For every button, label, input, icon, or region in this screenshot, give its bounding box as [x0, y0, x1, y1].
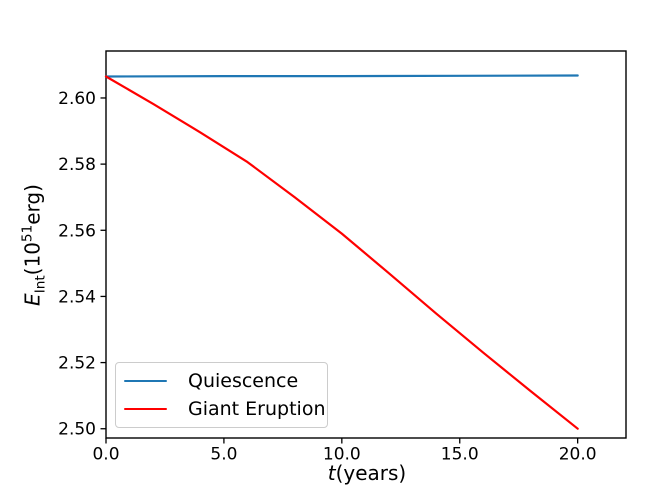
x-axis-label: t(years): [328, 461, 407, 485]
y-tick-label: 2.58: [58, 155, 96, 175]
y-axis-label-open: (10: [20, 242, 45, 276]
y-axis-label: EInt(1051erg): [20, 184, 49, 306]
y-axis-label-unit: erg): [20, 184, 45, 225]
x-tick-label: 10.0: [323, 445, 361, 465]
giant-eruption-line-swatch: [124, 407, 167, 411]
series-line-quiescence: [104, 74, 579, 78]
plot-frame: [105, 50, 627, 439]
legend-label-giant-eruption: Giant Eruption: [188, 398, 326, 420]
quiescence-line-swatch: [124, 379, 167, 383]
legend: Quiescence Giant Eruption: [115, 362, 328, 428]
legend-label-quiescence: Quiescence: [188, 370, 299, 392]
x-axis-label-variable: t: [327, 461, 336, 485]
y-tick-label: 2.56: [58, 221, 96, 241]
y-tick-label: 2.54: [58, 287, 96, 307]
x-tick-label: 20.0: [559, 445, 597, 465]
x-tick-label: 0.0: [92, 445, 119, 465]
y-axis-label-exponent: 51: [19, 224, 36, 243]
y-tick-label: 2.50: [58, 420, 96, 440]
x-axis-label-unit: (years): [335, 461, 407, 485]
x-tick-label: 15.0: [441, 445, 479, 465]
legend-item-quiescence: Quiescence: [124, 367, 327, 395]
y-axis-label-subscript: Int: [32, 275, 49, 294]
x-tick-label: 5.0: [210, 445, 237, 465]
y-tick-label: 2.52: [58, 354, 96, 374]
legend-item-giant-eruption: Giant Eruption: [124, 395, 327, 423]
y-tick-label: 2.60: [58, 89, 96, 109]
series-line-giant-eruption: [104, 75, 579, 430]
y-axis-label-variable: E: [20, 293, 45, 306]
